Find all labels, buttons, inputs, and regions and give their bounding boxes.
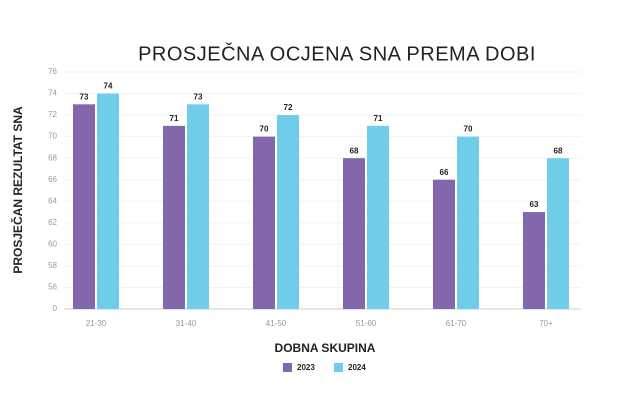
y-tick-label: 60 [48, 239, 57, 248]
y-tick-label: 74 [48, 89, 57, 98]
y-tick-label: 58 [48, 261, 57, 270]
data-label: 70 [260, 125, 269, 134]
data-label: 68 [554, 146, 563, 155]
bar [433, 179, 455, 309]
data-label: 72 [284, 103, 293, 112]
x-tick-label: 31-40 [176, 319, 197, 328]
bar [523, 212, 545, 309]
data-label: 63 [530, 200, 539, 209]
bar [367, 125, 389, 309]
bar [253, 136, 275, 309]
bar [97, 93, 119, 309]
x-tick-label: 51-60 [356, 319, 377, 328]
bar [547, 158, 569, 309]
bar [457, 136, 479, 309]
y-tick-label: 56 [48, 283, 57, 292]
data-label: 74 [104, 82, 113, 91]
legend-swatch [283, 363, 292, 372]
bar [73, 104, 95, 310]
y-tick-label: 70 [48, 132, 57, 141]
x-tick-label: 41-50 [266, 319, 287, 328]
data-label: 70 [464, 125, 473, 134]
bar [277, 115, 299, 309]
data-label: 71 [170, 114, 179, 123]
y-tick-label: 68 [48, 153, 57, 162]
bar [343, 158, 365, 309]
chart-title: PROSJEČNA OCJENA SNA PREMA DOBI [138, 42, 536, 65]
bar [163, 125, 185, 309]
y-tick-label: 0 [53, 304, 58, 313]
legend-label: 2024 [348, 363, 366, 372]
y-tick-label: 72 [48, 110, 57, 119]
x-tick-label: 70+ [539, 319, 553, 328]
y-axis-title: PROSJEČAN REZULTAT SNA [10, 106, 25, 274]
data-label: 66 [440, 168, 449, 177]
data-label: 68 [350, 146, 359, 155]
x-axis-title: DOBNA SKUPINA [275, 341, 376, 355]
legend-swatch [334, 363, 343, 372]
bar [187, 104, 209, 310]
data-label: 71 [374, 114, 383, 123]
legend-label: 2023 [297, 363, 315, 372]
x-tick-label: 61-70 [446, 319, 467, 328]
y-tick-label: 66 [48, 175, 57, 184]
y-tick-label: 64 [48, 196, 57, 205]
data-label: 73 [80, 92, 89, 101]
y-tick-label: 76 [48, 67, 57, 76]
data-label: 73 [194, 92, 203, 101]
x-tick-label: 21-30 [86, 319, 107, 328]
y-tick-label: 62 [48, 218, 57, 227]
